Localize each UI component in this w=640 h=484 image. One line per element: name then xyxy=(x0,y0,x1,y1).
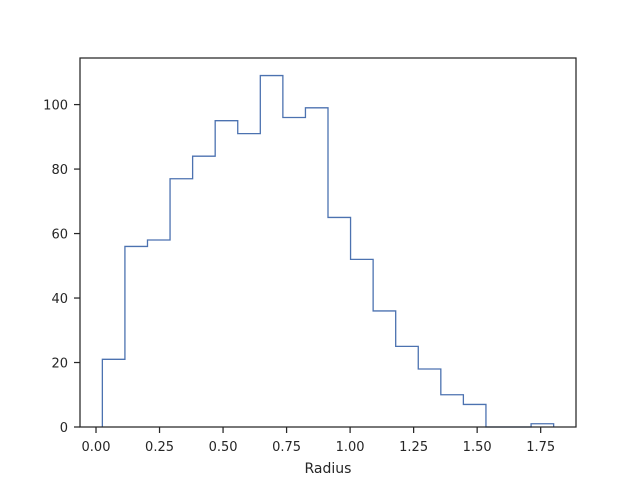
histogram-step-line xyxy=(101,74,555,428)
y-tick-label: 80 xyxy=(51,163,68,178)
y-tick-label: 20 xyxy=(51,357,68,372)
x-tick-label: 0.50 xyxy=(209,440,238,455)
x-tick-label: 1.00 xyxy=(336,440,365,455)
y-tick-label: 0 xyxy=(60,421,68,436)
x-tick-label: 0.00 xyxy=(82,440,111,455)
x-tick-label: 0.75 xyxy=(272,440,301,455)
x-tick-label: 1.75 xyxy=(526,440,555,455)
x-tick-label: 1.50 xyxy=(463,440,492,455)
x-tick-label: 1.25 xyxy=(399,440,428,455)
y-axis-ticks: 0 20 40 60 80 100 xyxy=(43,99,80,436)
y-tick-label: 40 xyxy=(51,292,68,307)
axes-spines xyxy=(79,57,577,428)
x-tick-label: 0.25 xyxy=(145,440,174,455)
histogram-series xyxy=(101,74,555,428)
x-axis-label: Radius xyxy=(305,461,352,477)
y-tick-label: 60 xyxy=(51,228,68,243)
x-axis-ticks: 0.00 0.25 0.50 0.75 1.00 1.25 1.50 1.75 xyxy=(82,427,555,455)
axes-frame xyxy=(79,57,577,428)
y-tick-label: 100 xyxy=(43,99,68,114)
